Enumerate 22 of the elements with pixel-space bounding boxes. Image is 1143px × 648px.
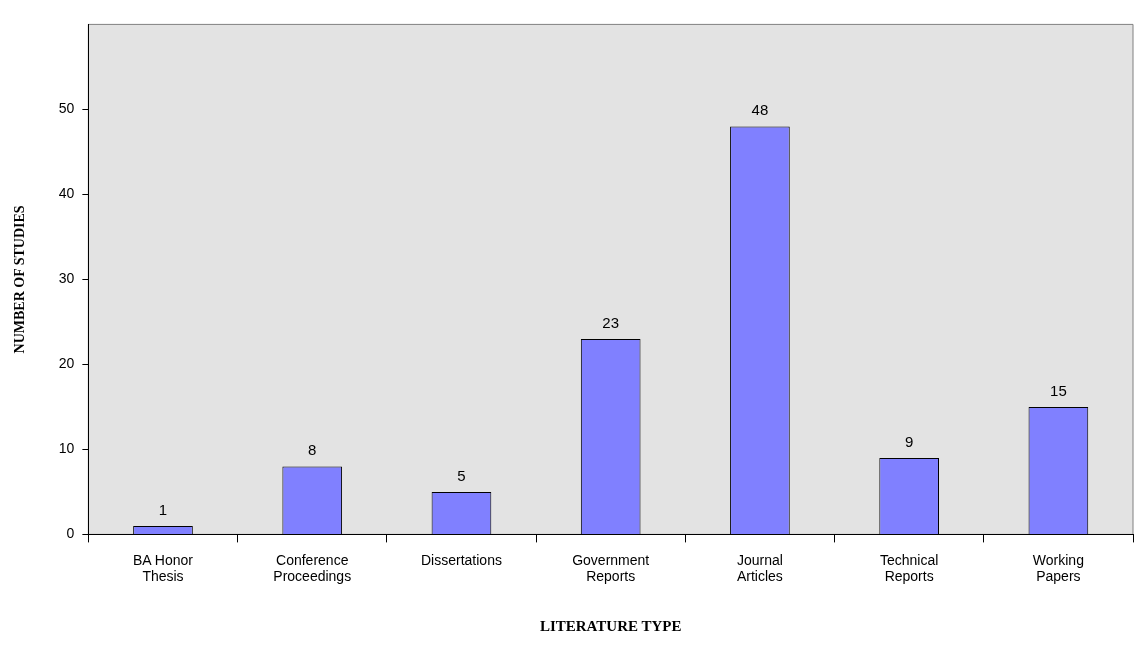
data-label: 1: [158, 500, 168, 518]
y-tick-label: 0: [66, 525, 75, 542]
y-tick-label: 40: [58, 185, 75, 202]
x-tick-label: Technical Reports: [879, 551, 939, 585]
y-tick-label: 50: [58, 100, 75, 117]
x-tick-label: BA Honor Thesis: [133, 551, 194, 585]
x-tick-label: Dissertations: [420, 551, 502, 568]
data-label: 8: [308, 441, 317, 459]
data-label: 5: [457, 466, 466, 484]
y-tick-label: 10: [58, 440, 75, 457]
data-label: 15: [1050, 381, 1067, 399]
data-label: 48: [751, 101, 769, 119]
data-label: 9: [904, 432, 914, 450]
y-tick-label: 30: [58, 270, 75, 287]
x-tick-label: Government Reports: [572, 551, 650, 585]
x-tick-label: Working Papers: [1032, 551, 1084, 585]
x-axis-title: LITERATURE TYPE: [539, 617, 682, 634]
x-tick-label: Conference Proceedings: [273, 551, 352, 585]
y-tick-label: 20: [58, 355, 75, 372]
y-axis-title: NUMBER OF STUDIES: [12, 205, 28, 354]
data-label: 23: [602, 313, 620, 331]
x-tick-label: Journal Articles: [736, 551, 783, 585]
